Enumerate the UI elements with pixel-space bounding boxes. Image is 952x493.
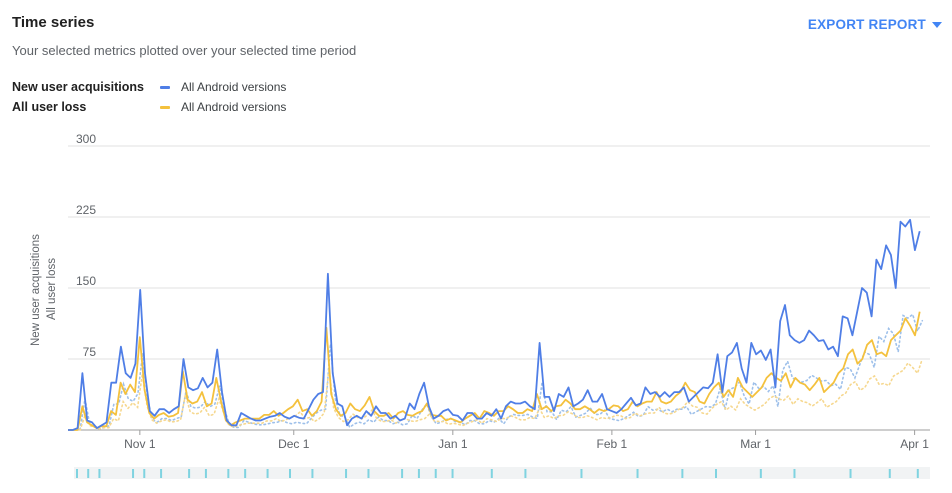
timeline-marker <box>132 469 135 478</box>
timeline-marker <box>451 469 454 478</box>
x-tick-label: Apr 1 <box>900 437 929 451</box>
x-tick-label: Feb 1 <box>597 437 628 451</box>
x-tick-label: Dec 1 <box>278 437 310 451</box>
x-tick-label: Jan 1 <box>438 437 468 451</box>
timeline-marker <box>98 469 101 478</box>
timeline-marker <box>715 469 717 478</box>
series-line-acquisitions-previous <box>69 313 924 431</box>
timeline-marker <box>188 469 191 478</box>
page-subtitle: Your selected metrics plotted over your … <box>12 43 357 58</box>
page-title: Time series <box>12 14 95 31</box>
legend-item-loss[interactable]: All user loss All Android versions <box>12 100 286 114</box>
x-tick-label: Mar 1 <box>740 437 771 451</box>
dropdown-caret-icon <box>932 21 942 28</box>
timeline-marker <box>160 469 163 478</box>
y-tick-label: 225 <box>76 203 96 217</box>
series-line-loss-previous <box>69 358 924 431</box>
y-tick-label: 75 <box>83 345 97 359</box>
legend-item-acquisitions[interactable]: New user acquisitions All Android versio… <box>12 80 286 94</box>
timeline-marker <box>793 469 796 478</box>
x-tick-label: Nov 1 <box>124 437 156 451</box>
timeline-marker <box>417 469 420 478</box>
timeline-marker <box>289 469 291 478</box>
timeline-marker <box>434 469 437 478</box>
timeline-marker <box>311 469 314 478</box>
legend-metric-label: New user acquisitions <box>12 80 144 94</box>
timeline-marker <box>266 469 269 478</box>
timeline-marker <box>87 469 90 478</box>
timeline-marker <box>681 469 684 478</box>
series-line-acquisitions <box>68 218 921 431</box>
timeline-marker <box>524 469 527 478</box>
timeline-scrubber <box>74 467 930 479</box>
timeline-marker <box>759 469 762 478</box>
timeline-marker <box>143 469 146 478</box>
series-line-loss <box>68 311 921 431</box>
legend-swatch-blue <box>160 85 170 89</box>
legend-swatch-yellow <box>160 105 170 109</box>
y-tick-label: 150 <box>76 274 96 288</box>
timeline-marker <box>490 469 493 478</box>
timeline-marker <box>367 469 370 478</box>
timeline-marker <box>227 469 230 478</box>
timeline-marker <box>580 469 583 478</box>
legend-series-label: All Android versions <box>181 100 287 114</box>
timeline-marker <box>244 469 247 478</box>
y-tick-label: 300 <box>76 132 96 146</box>
legend-metric-label: All user loss <box>12 100 87 114</box>
timeline-marker <box>849 469 852 478</box>
timeline-marker <box>345 469 348 478</box>
export-report-button[interactable]: EXPORT REPORT <box>808 17 942 32</box>
timeline-marker <box>888 469 891 478</box>
timeline-marker <box>76 469 78 478</box>
timeline-marker <box>636 469 639 478</box>
timeline-marker <box>916 469 919 478</box>
timeline-marker <box>401 469 404 478</box>
export-report-label: EXPORT REPORT <box>807 17 926 32</box>
legend-series-label: All Android versions <box>181 80 287 94</box>
timeline-marker <box>204 469 207 478</box>
